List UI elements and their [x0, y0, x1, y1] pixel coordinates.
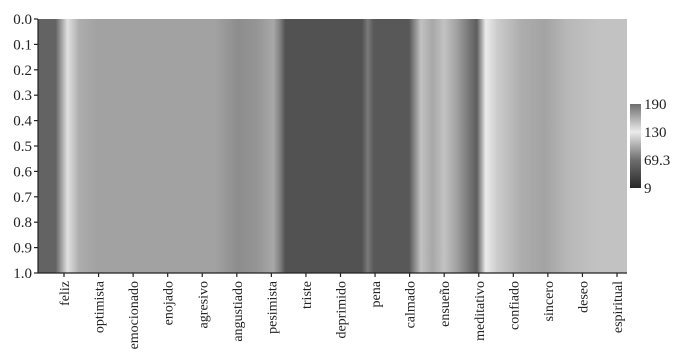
y-tick-label: 0.9: [13, 241, 32, 257]
y-tick-label: 0.1: [13, 37, 32, 53]
y-axis: 0.0 0.1 0.2 0.3 0.4 0.5 0.6 0.7 0.8 0.9 1.0: [13, 12, 39, 282]
colorbar-tick-label: 69.3: [644, 153, 670, 169]
x-category-label: deseo: [576, 281, 591, 313]
y-tick-label: 0.2: [13, 63, 32, 79]
y-tick-label: 0.4: [13, 114, 32, 130]
x-category-label: pesimista: [265, 280, 280, 334]
x-category-label: ensueño: [438, 281, 453, 327]
colorbar-tick-label: 9: [644, 181, 652, 197]
colorbar: 190 130 69.3 9: [630, 97, 670, 197]
x-category-label: confiado: [507, 281, 522, 330]
x-category-label: espiritual: [611, 281, 626, 333]
y-tick-label: 0.8: [13, 215, 32, 231]
x-category-label: agresivo: [196, 281, 211, 328]
y-tick-label: 0.7: [13, 190, 32, 206]
y-tick-label: 0.0: [13, 12, 32, 28]
heatmap-plot-area: [38, 19, 627, 273]
x-category-label: deprimido: [335, 281, 350, 339]
x-category-label: triste: [300, 281, 315, 309]
x-category-label: pena: [369, 280, 384, 307]
x-category-label: enojado: [162, 281, 177, 325]
y-tick-label: 1.0: [13, 266, 32, 282]
colorbar-gradient: [630, 104, 641, 188]
x-category-label: sincero: [542, 281, 557, 321]
x-category-label: meditativo: [473, 281, 488, 341]
x-category-label: calmado: [404, 281, 419, 328]
x-category-label: angustiado: [231, 281, 246, 342]
x-category-label: optimista: [93, 280, 108, 333]
colorbar-tick-label: 130: [644, 125, 667, 141]
y-tick-label: 0.5: [13, 139, 32, 155]
y-tick-label: 0.3: [13, 88, 32, 104]
x-category-label: feliz: [58, 281, 73, 306]
colorbar-tick-label: 190: [644, 97, 667, 113]
x-axis: feliz optimista emocionado enojado agresivo a…: [38, 272, 627, 349]
x-category-label: emocionado: [127, 281, 142, 349]
y-tick-label: 0.6: [13, 164, 32, 180]
